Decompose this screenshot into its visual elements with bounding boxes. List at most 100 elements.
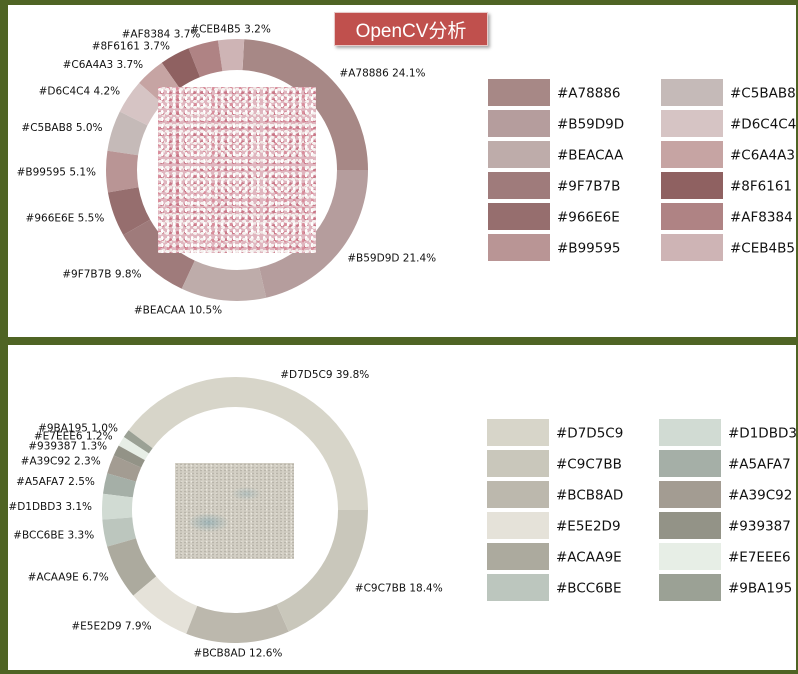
donut-slice-ceb4b5 [217, 39, 245, 72]
opencv-analysis-badge: OpenCV分析 [334, 12, 488, 46]
slice-label: #BCB8AD 12.6% [193, 647, 282, 659]
swatch-beacaa [488, 141, 550, 168]
donut-slice-c9c7bb [276, 510, 368, 632]
swatch-a5afa7 [659, 450, 721, 477]
color-swatch-grid-2: #D7D5C9 #C9C7BB #BCB8AD #E5E2D9 #ACAA9E #BCC6… [487, 419, 797, 601]
slice-label: #E5E2D9 7.9% [71, 621, 151, 633]
swatch-label: #BCB8AD [556, 488, 623, 504]
donut-slice-8f6161 [161, 48, 201, 89]
swatch-d1dbd3 [659, 419, 721, 446]
slice-label: #9BA195 1.0% [38, 422, 118, 434]
donut-slice-939387 [113, 445, 145, 468]
swatch-label: #BCC6BE [556, 581, 622, 597]
donut-slice-d6c4c4 [119, 82, 163, 126]
slice-label: #D7D5C9 39.8% [280, 369, 369, 381]
pink-granules-sample-image [158, 87, 316, 253]
swatch-label: #D7D5C9 [556, 426, 623, 442]
swatch-label: #939387 [728, 519, 791, 535]
color-swatch-grid-1: #A78886 #B59D9D #BEACAA #9F7B7B #966E6E #B995… [488, 79, 796, 261]
gray-surface-sample-image [175, 463, 294, 559]
slice-label: #8F6161 3.7% [92, 40, 170, 52]
swatch-label: #9BA195 [728, 581, 792, 597]
swatch-acaa9e [487, 543, 549, 570]
swatch-c5bab8 [661, 79, 723, 106]
slice-label: #9F7B7B 9.8% [62, 268, 141, 280]
slice-label: #A5AFA7 2.5% [16, 476, 95, 488]
donut-slice-9f7b7b [123, 219, 195, 289]
donut-slice-e7eee6 [118, 437, 149, 461]
slice-label: #B59D9D 21.4% [347, 252, 436, 264]
slice-label: #BCC6BE 3.3% [13, 530, 94, 542]
donut-slice-a78886 [242, 39, 368, 170]
swatch-label: #E5E2D9 [556, 519, 621, 535]
slice-label: #E7EEE6 1.2% [34, 431, 113, 443]
swatch-label: #C5BAB8 [730, 86, 796, 102]
swatch-bcb8ad [487, 481, 549, 508]
swatch-label: #966E6E [557, 210, 620, 226]
top-analysis-panel [8, 5, 796, 337]
swatch-8f6161 [661, 172, 723, 199]
swatch-e5e2d9 [487, 512, 549, 539]
swatch-label: #ACAA9E [556, 550, 622, 566]
slice-label: #D1DBD3 3.1% [8, 501, 92, 513]
swatch-label: #8F6161 [730, 179, 792, 195]
slice-label: #C9C7BB 18.4% [355, 583, 443, 595]
swatch-939387 [659, 512, 721, 539]
donut-slice-c5bab8 [107, 111, 148, 156]
swatch-9ba195 [659, 574, 721, 601]
slice-label: #C5BAB8 5.0% [21, 122, 102, 134]
swatch-label: #D1DBD3 [728, 426, 797, 442]
swatch-a39c92 [659, 481, 721, 508]
swatch-af8384 [661, 203, 723, 230]
donut-slice-d1dbd3 [102, 493, 133, 520]
swatch-label: #B59D9D [557, 117, 624, 133]
donut-chart-2: #D7D5C9 39.8% #9BA195 1.0%#E7EEE6 1.2%#93… [8, 369, 442, 660]
swatch-label: #CEB4B5 [730, 241, 795, 257]
slice-label: #AF8384 3.7% [122, 28, 201, 40]
slice-label: #C6A4A3 3.7% [63, 59, 144, 71]
swatch-label: #9F7B7B [557, 179, 620, 195]
slice-label: #A39C92 2.3% [21, 455, 101, 467]
donut-slice-9ba195 [123, 430, 153, 454]
donut-slice-b59d9d [259, 170, 368, 298]
slice-label: #D6C4C4 4.2% [39, 86, 121, 98]
swatch-label: #E7EEE6 [728, 550, 791, 566]
swatch-ceb4b5 [661, 234, 723, 261]
slice-label: #CEB4B5 3.2% [190, 24, 271, 36]
swatch-label: #A39C92 [728, 488, 792, 504]
donut-slice-e5e2d9 [133, 576, 198, 634]
swatch-966e6e [488, 203, 550, 230]
swatch-9f7b7b [488, 172, 550, 199]
swatch-label: #C9C7BB [556, 457, 622, 473]
swatch-d6c4c4 [661, 110, 723, 137]
donut-slice-af8384 [188, 40, 223, 78]
donut-chart-1: #A78886 24.1% #CEB4B5 3.2%#AF8384 3.7%#8F… [17, 24, 437, 317]
swatch-label: #BEACAA [557, 148, 624, 164]
slice-label: #A78886 24.1% [339, 68, 425, 80]
swatch-a78886 [488, 79, 550, 106]
swatch-d7d5c9 [487, 419, 549, 446]
swatch-label: #A78886 [557, 86, 621, 102]
donut-slice-bcc6be [102, 517, 136, 547]
donut-slice-acaa9e [107, 538, 157, 596]
donut-slice-beacaa [181, 260, 267, 302]
slice-label: #939387 1.3% [28, 440, 107, 452]
swatch-label: #A5AFA7 [728, 457, 791, 473]
swatch-label: #C6A4A3 [730, 148, 795, 164]
swatch-label: #B99595 [557, 241, 621, 257]
swatch-c6a4a3 [661, 141, 723, 168]
slice-label: #966E6E 5.5% [26, 212, 105, 224]
swatch-c9c7bb [487, 450, 549, 477]
donut-slice-bcb8ad [186, 604, 289, 643]
donut-slice-a5afa7 [102, 473, 136, 498]
donut-slice-a39c92 [107, 455, 142, 482]
swatch-b99595 [488, 234, 550, 261]
swatch-e7eee6 [659, 543, 721, 570]
swatch-label: #AF8384 [730, 210, 793, 226]
swatch-b59d9d [488, 110, 550, 137]
donut-slice-966e6e [107, 187, 151, 235]
slice-label: #B99595 5.1% [17, 166, 96, 178]
donut-slice-d7d5c9 [128, 376, 368, 510]
slice-label: #ACAA9E 6.7% [28, 572, 109, 584]
